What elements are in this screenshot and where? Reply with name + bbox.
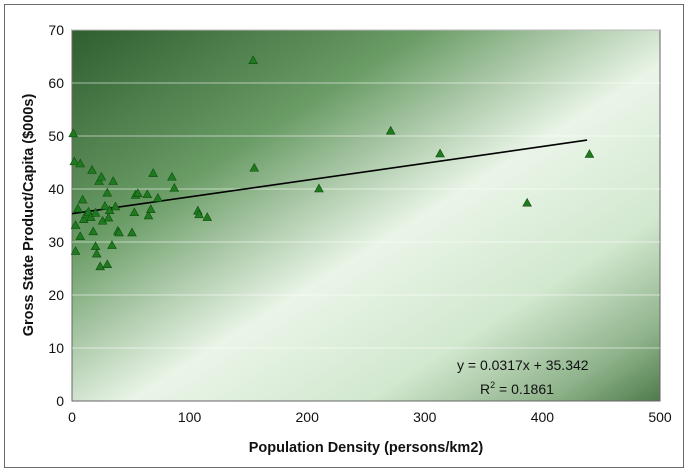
data-point [110, 201, 121, 211]
trendline-equation: y = 0.0317x + 35.342 [457, 357, 589, 373]
data-point [143, 210, 154, 220]
data-point [77, 194, 88, 204]
y-tick-label: 70 [48, 22, 64, 38]
r2-value: = 0.1861 [495, 381, 554, 397]
data-point [202, 212, 213, 221]
data-point [78, 214, 89, 223]
data-point [69, 156, 80, 166]
data-point [385, 125, 396, 135]
data-point [133, 188, 143, 197]
data-point [148, 168, 158, 177]
y-tick-label: 20 [48, 287, 64, 303]
r2-exponent: 2 [490, 380, 495, 390]
data-point [86, 212, 96, 221]
data-points [68, 55, 595, 271]
x-axis-title: Population Density (persons/km2) [249, 440, 484, 456]
data-point [102, 259, 113, 269]
x-tick-label: 400 [531, 409, 555, 425]
data-point [142, 189, 153, 199]
data-point [248, 55, 258, 64]
data-point [70, 220, 81, 229]
x-tick-label: 100 [178, 409, 202, 425]
x-tick-label: 200 [296, 409, 320, 425]
data-point [114, 227, 124, 237]
scatter-chart: 0 10 20 30 40 50 60 70 0 100 200 300 400 500 Populati… [21, 22, 672, 456]
y-tick-label: 0 [56, 393, 64, 409]
data-point [522, 197, 532, 207]
data-point [75, 231, 86, 240]
data-point [314, 183, 324, 193]
chart-frame: 0 10 20 30 40 50 60 70 0 100 200 300 400 500 Populati… [4, 4, 684, 468]
data-point [107, 240, 117, 249]
data-point [96, 171, 107, 181]
data-point [95, 261, 106, 271]
data-point [102, 187, 113, 197]
data-point [129, 207, 140, 217]
data-point [169, 183, 180, 192]
data-point [90, 207, 101, 217]
y-tick-label: 10 [48, 340, 64, 356]
data-point [435, 148, 445, 158]
data-point [249, 162, 260, 172]
data-point [94, 176, 104, 185]
data-point [90, 241, 101, 250]
plot-area [71, 29, 661, 402]
data-point [87, 165, 97, 174]
data-point [100, 201, 110, 210]
y-tick-label: 60 [48, 75, 64, 91]
data-point [91, 248, 102, 258]
x-tick-label: 500 [648, 409, 672, 425]
data-point [70, 246, 81, 255]
r2-prefix: R [480, 381, 490, 397]
data-point [153, 193, 163, 202]
data-point [194, 209, 204, 219]
x-tick-label: 300 [413, 409, 437, 425]
x-tick-label: 0 [68, 409, 76, 425]
y-axis-title: Gross State Product/Capita ($000s) [21, 94, 37, 337]
data-point [68, 128, 78, 138]
y-tick-label: 50 [48, 128, 64, 144]
data-point [103, 212, 114, 222]
data-point [108, 176, 118, 185]
gridlines [72, 29, 660, 349]
y-tick-label: 40 [48, 181, 64, 197]
data-point [145, 204, 156, 213]
data-point [88, 226, 98, 236]
data-point [127, 227, 137, 237]
data-point [584, 149, 595, 158]
data-point [75, 158, 86, 168]
y-tick-label: 30 [48, 234, 64, 250]
data-point [167, 171, 177, 181]
tick-labels: 0 10 20 30 40 50 60 70 0 100 200 300 400 500 [48, 22, 671, 425]
data-point [73, 203, 83, 213]
r-squared-label: R2 = 0.1861 [480, 380, 554, 397]
